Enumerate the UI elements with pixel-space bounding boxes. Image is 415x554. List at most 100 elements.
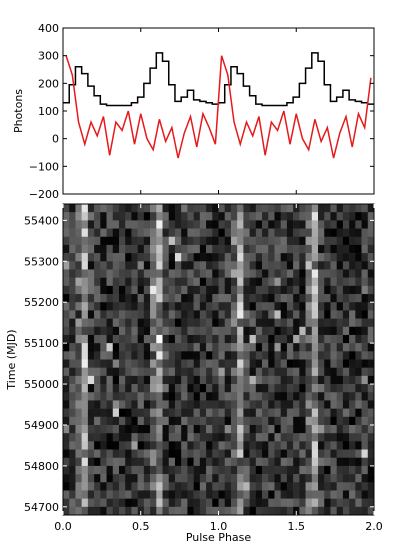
heatmap-cell [212, 261, 219, 270]
heatmap-cell [112, 416, 120, 426]
heatmap-cell [106, 433, 114, 442]
heatmap-cell [311, 441, 319, 450]
heatmap-cell [330, 277, 337, 287]
heatmap-cell [293, 367, 300, 377]
heatmap-cell [143, 392, 151, 401]
heatmap-cell [94, 416, 101, 426]
heatmap-cell [137, 334, 145, 344]
heatmap-cell [349, 310, 356, 319]
heatmap-cell [212, 498, 219, 508]
heatmap-cell [206, 359, 213, 368]
heatmap-cell [137, 392, 145, 401]
heatmap-cell [218, 433, 226, 442]
heatmap-cell [206, 334, 213, 344]
heatmap-cell [75, 285, 82, 295]
heatmap-cell [118, 384, 126, 393]
heatmap-cell [324, 285, 331, 295]
heatmap-cell [137, 441, 145, 450]
heatmap-cell [174, 384, 182, 393]
heatmap-cell [174, 236, 182, 246]
heatmap-cell [63, 498, 70, 508]
heatmap-cell [162, 498, 170, 508]
heatmap-cell [81, 375, 89, 385]
heatmap-cell [212, 334, 219, 344]
heatmap-cell [187, 482, 194, 491]
heatmap-cell [342, 302, 350, 311]
heatmap-cell [286, 506, 294, 516]
heatmap-cell [168, 204, 176, 213]
heatmap-cell [293, 457, 300, 467]
heatmap-cell [330, 498, 337, 508]
heatmap-cell [187, 220, 194, 229]
heatmap-cell [237, 392, 244, 401]
heatmap-cell [156, 285, 163, 295]
heatmap-cell [69, 351, 76, 360]
heatmap-cell [94, 457, 101, 467]
heatmap-cell [137, 244, 145, 254]
heatmap-cell [181, 359, 188, 368]
heatmap-cell [349, 441, 356, 450]
heatmap-cell [324, 441, 331, 450]
heatmap-cell [94, 441, 101, 450]
heatmap-cell [131, 310, 138, 319]
heatmap-cell [106, 392, 114, 401]
heatmap-cell [143, 457, 151, 467]
heatmap-cell [131, 490, 138, 499]
heatmap-cell [274, 285, 281, 295]
heatmap-cell [311, 465, 319, 475]
heatmap-cell [174, 334, 182, 344]
heatmap-cell [342, 253, 350, 262]
heatmap-cell [237, 236, 244, 246]
timing-x-tick-label: 0.0 [54, 520, 72, 533]
heatmap-cell [87, 261, 95, 270]
heatmap-cell [280, 212, 288, 221]
heatmap-cell [318, 294, 325, 303]
heatmap-cell [156, 400, 163, 409]
heatmap-cell [274, 506, 281, 516]
heatmap-cell [367, 375, 375, 385]
heatmap-cell [112, 367, 120, 377]
heatmap-cell [100, 277, 107, 287]
heatmap-cell [156, 310, 163, 319]
heatmap-cell [349, 375, 356, 385]
heatmap-cell [199, 416, 207, 426]
heatmap-cell [150, 384, 157, 393]
heatmap-cell [81, 449, 89, 459]
heatmap-cell [137, 204, 145, 213]
heatmap-cell [162, 351, 170, 360]
heatmap-cell [361, 269, 369, 278]
heatmap-cell [286, 220, 294, 229]
heatmap-cell [293, 474, 300, 483]
heatmap-cell [293, 212, 300, 221]
heatmap-cell [150, 506, 157, 516]
heatmap-cell [274, 384, 281, 393]
heatmap-cell [100, 490, 107, 499]
heatmap-cell [87, 212, 95, 221]
heatmap-cell [218, 449, 226, 459]
heatmap-cell [330, 384, 337, 393]
heatmap-cell [230, 498, 238, 508]
heatmap-cell [118, 474, 126, 483]
heatmap-cell [293, 490, 300, 499]
heatmap-cell [293, 400, 300, 409]
heatmap-cell [286, 261, 294, 270]
heatmap-cell [206, 474, 213, 483]
heatmap-cell [168, 220, 176, 229]
heatmap-cell [286, 416, 294, 426]
heatmap-cell [367, 416, 375, 426]
heatmap-cell [131, 400, 138, 409]
heatmap-cell [355, 318, 362, 328]
heatmap-cell [280, 302, 288, 311]
heatmap-cell [75, 212, 82, 221]
heatmap-cell [255, 482, 263, 491]
heatmap-cell [150, 375, 157, 385]
heatmap-cell [187, 449, 194, 459]
heatmap-cell [230, 212, 238, 221]
heatmap-cell [131, 334, 138, 344]
heatmap-cell [199, 334, 207, 344]
heatmap-cell [230, 204, 238, 213]
heatmap-cell [224, 334, 232, 344]
heatmap-cell [330, 367, 337, 377]
heatmap-cell [150, 212, 157, 221]
heatmap-cell [156, 457, 163, 467]
